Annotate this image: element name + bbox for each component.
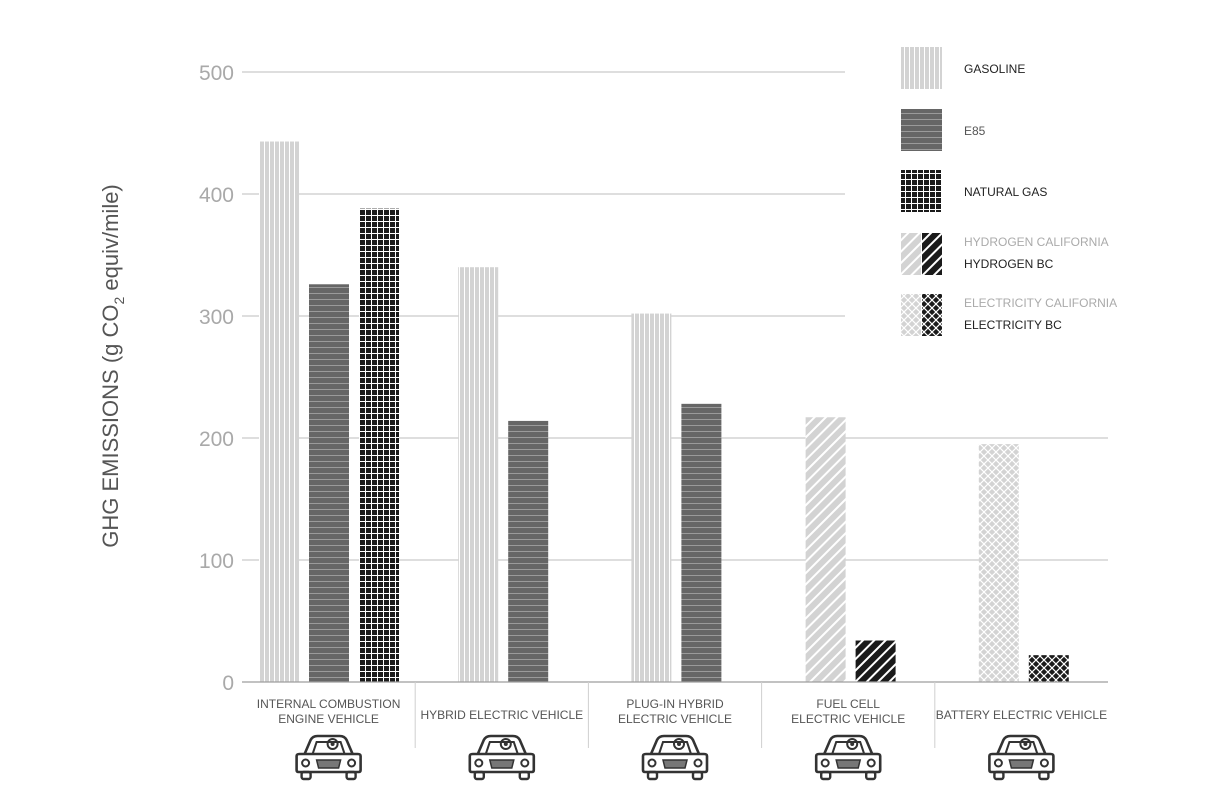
y-axis-label-suffix: equiv/mile) [98,184,123,296]
legend-swatch [901,170,942,212]
bar-gasoline [631,313,672,682]
y-tick-label: 0 [222,672,234,695]
bar-e85 [508,420,549,682]
y-tick-label: 200 [199,428,234,451]
bar-electricity-california [978,444,1019,682]
category-label-line2: ELECTRIC VEHICLE [618,712,732,726]
category-label-line1: FUEL CELL [816,697,880,711]
legend-label: GASOLINE [964,62,1025,76]
y-axis-label-prefix: GHG EMISSIONS (g CO [98,305,123,548]
y-tick-label: 300 [199,306,234,329]
legend-item-gasoline: GASOLINE [901,47,1025,89]
legend-item-natural-gas: NATURAL GAS [901,170,1047,212]
category-label-line2: ENGINE VEHICLE [278,712,379,726]
bar-electricity-bc [1028,655,1069,682]
legend-item-hydrogen: HYDROGEN CALIFORNIA HYDROGEN BC [901,233,1109,275]
y-axis-label: GHG EMISSIONS (g CO2 equiv/mile) [98,184,127,548]
bar-hydrogen-california [805,417,846,682]
y-axis-label-subscript: 2 [111,297,127,305]
legend-item-electricity: ELECTRICITY CALIFORNIA ELECTRICITY BC [901,294,1117,336]
bar-e85 [681,403,722,682]
bar-e85 [309,284,349,682]
y-axis-ticks: 0 100 200 300 400 500 [199,62,234,695]
legend-swatch-left [901,294,921,336]
car-icon [468,734,536,781]
legend-item-e85: E85 [901,109,986,151]
category-label: BATTERY ELECTRIC VEHICLE [936,708,1107,722]
bar-gasoline [259,141,299,683]
y-tick-label: 100 [199,550,234,573]
legend-swatch [901,109,942,151]
legend-swatch-right [922,233,942,275]
legend-label: ELECTRICITY CALIFORNIA [964,296,1117,310]
car-icon [988,734,1055,781]
y-tick-label: 500 [199,62,234,85]
bar-gasoline [458,267,499,682]
bars [259,141,1069,683]
bar-natural-gas [359,208,399,682]
category-label-line1: PLUG-IN HYBRID [626,697,724,711]
legend-label: ELECTRICITY BC [964,318,1062,332]
car-icon [814,734,882,781]
legend-swatch-left [901,233,921,275]
bar-hydrogen-bc [855,640,896,682]
car-icon [641,734,709,781]
legend-swatch-right [922,294,942,336]
category-label: HYBRID ELECTRIC VEHICLE [420,708,583,722]
legend: GASOLINE E85 NATURAL GAS HYDROGEN CALIFORNI… [901,47,1117,336]
legend-swatch [901,47,942,89]
legend-label: HYDROGEN CALIFORNIA [964,235,1109,249]
legend-label: E85 [964,124,986,138]
legend-label: NATURAL GAS [964,185,1047,199]
legend-label: HYDROGEN BC [964,257,1054,271]
x-axis [242,681,1108,748]
car-icon [295,734,362,781]
y-tick-label: 400 [199,184,234,207]
category-label-line2: ELECTRIC VEHICLE [791,712,905,726]
category-label-line1: INTERNAL COMBUSTION [257,697,401,711]
